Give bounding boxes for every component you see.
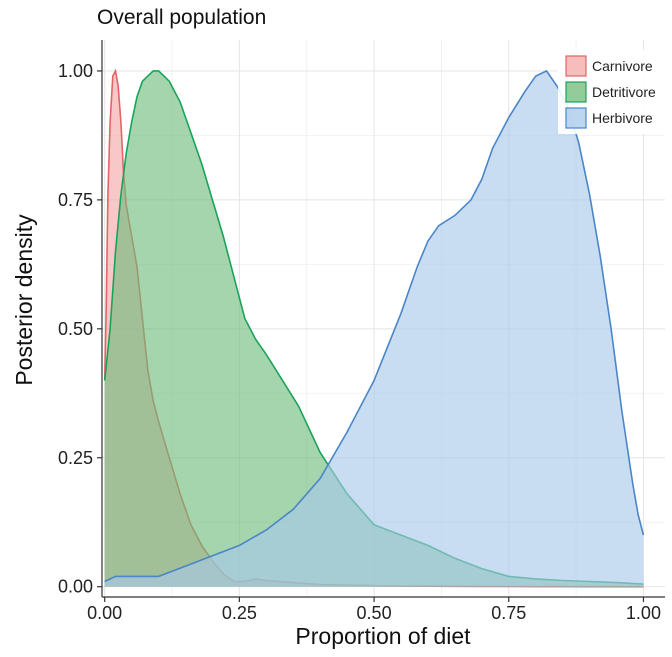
series-line-herbivore: [104, 69, 645, 583]
y-tick-label: 0.00: [58, 577, 93, 597]
legend: Carnivore Detritivore Herbivore: [558, 50, 670, 134]
legend-swatch-herbivore: [565, 107, 587, 129]
chart-title: Overall population: [97, 6, 266, 29]
y-tick-label: 0.25: [58, 448, 93, 468]
legend-swatch-detritivore: [565, 81, 587, 103]
x-tick-label: 0.25: [222, 603, 257, 623]
y-tick-label: 0.50: [58, 319, 93, 339]
x-axis-label: Proportion of diet: [295, 623, 471, 649]
legend-label-carnivore: Carnivore: [592, 58, 653, 74]
y-tick-label: 0.75: [58, 190, 93, 210]
series-area-detritivore: [104, 70, 644, 587]
legend-swatch-carnivore: [565, 55, 587, 77]
x-tick-label: 0.00: [87, 603, 122, 623]
x-tick-label: 1.00: [626, 603, 661, 623]
legend-label-herbivore: Herbivore: [592, 110, 653, 126]
legend-label-detritivore: Detritivore: [592, 84, 656, 100]
series-area-herbivore: [104, 70, 644, 587]
x-tick-label: 0.75: [491, 603, 526, 623]
y-axis-label: Posterior density: [11, 214, 37, 386]
y-tick-label: 1.00: [58, 61, 93, 81]
x-tick-label: 0.50: [357, 603, 392, 623]
